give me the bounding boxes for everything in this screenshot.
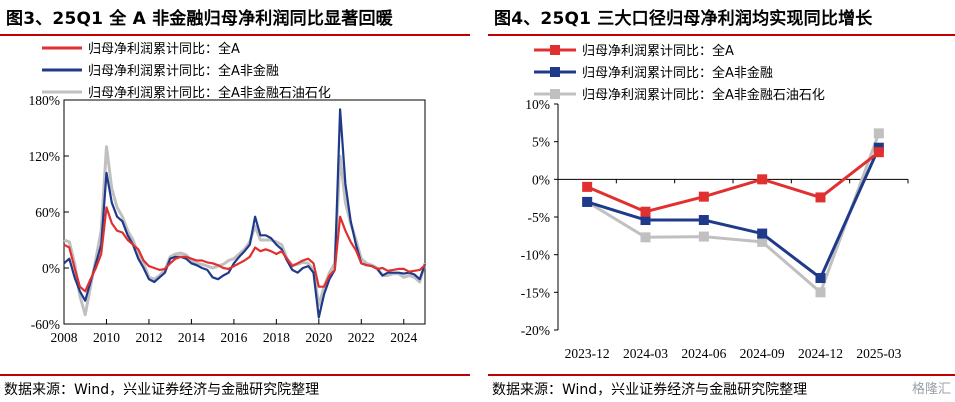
line-chart-left: 180% 120% 60% 0% -60%2008 2010 2012 2014 2016 201… [29, 41, 427, 345]
data-point [640, 232, 651, 243]
legend-marker [550, 67, 560, 77]
chart-title: 图4、25Q1 三大口径归母净利润均实现同比增长 [494, 9, 873, 29]
series-line [586, 147, 881, 281]
source-divider [0, 374, 470, 376]
legend-marker [550, 89, 560, 99]
x-tick-label: 2008 [51, 330, 78, 345]
data-point [640, 215, 651, 226]
watermark: 格隆汇 [911, 382, 951, 397]
legend-label: 归母净利润累计同比：全A非金融石油石化 [582, 87, 825, 103]
y-tick-label: -10% [521, 248, 550, 263]
x-tick-label: 2024-06 [681, 346, 726, 361]
x-tick-label: 2024-03 [623, 346, 668, 361]
legend-label: 归母净利润累计同比：全A非金融 [582, 65, 773, 81]
title-divider [488, 34, 955, 36]
data-point [815, 192, 826, 203]
source-divider [488, 374, 955, 376]
legend-label: 归母净利润累计同比：全A [88, 41, 240, 57]
data-point [815, 273, 826, 284]
x-tick-label: 2018 [263, 330, 290, 345]
y-tick-label: 120% [29, 149, 61, 164]
series-line [586, 132, 881, 295]
x-tick-label: 2023-12 [565, 346, 610, 361]
y-tick-label: 60% [35, 205, 60, 220]
chart-panel-right: 图4、25Q1 三大口径归母净利润均实现同比增长 10% 5% 0% -5% -10% -… [488, 0, 955, 402]
chart-panel-left: 图3、25Q1 全 A 非金融归母净利润同比显著回暖 180% 120% 60% 0%… [0, 0, 470, 402]
source-note: 数据来源：Wind，兴业证券经济与金融研究院整理 [4, 382, 320, 398]
x-tick-label: 2014 [178, 330, 205, 345]
x-tick-label: 2010 [93, 330, 120, 345]
y-tick-label: -5% [528, 210, 551, 225]
data-point [698, 191, 709, 202]
series-line [63, 108, 427, 319]
legend-label: 归母净利润累计同比：全A非金融 [88, 63, 279, 79]
data-point [873, 147, 884, 158]
y-tick-label: -20% [521, 323, 550, 338]
x-tick-label: 2020 [305, 330, 332, 345]
data-point [582, 196, 593, 207]
y-tick-label: 5% [532, 135, 550, 150]
data-point [757, 174, 768, 185]
line-chart-right: 10% 5% 0% -5% -10% -15% -20% 2023-12 2024-03 2024… [521, 43, 909, 361]
y-tick-label: 0% [42, 261, 60, 276]
y-tick-label: -60% [31, 317, 60, 332]
y-tick-label: 10% [525, 97, 550, 112]
title-divider [0, 34, 470, 36]
x-tick-label: 2022 [348, 330, 375, 345]
series-line [586, 151, 880, 214]
x-tick-label: 2016 [220, 330, 247, 345]
data-point [698, 215, 709, 226]
x-tick-label: 2024-09 [740, 346, 785, 361]
data-point [640, 206, 651, 217]
chart-title: 图3、25Q1 全 A 非金融归母净利润同比显著回暖 [6, 9, 393, 29]
x-tick-label: 2012 [135, 330, 162, 345]
data-point [698, 231, 709, 242]
source-note: 数据来源：Wind，兴业证券经济与金融研究院整理 [492, 382, 808, 398]
legend-marker [550, 45, 560, 55]
series-line [63, 145, 427, 317]
x-tick-label: 2024-12 [798, 346, 843, 361]
y-tick-label: 180% [29, 93, 61, 108]
data-point [757, 228, 768, 239]
data-point [582, 181, 593, 192]
y-tick-label: -15% [521, 285, 550, 300]
x-tick-label: 2024 [390, 330, 417, 345]
y-tick-label: 0% [532, 172, 550, 187]
x-tick-label: 2025-03 [856, 346, 901, 361]
series-line [63, 206, 426, 293]
legend-label: 归母净利润累计同比：全A非金融石油石化 [88, 85, 331, 101]
data-point [757, 236, 768, 247]
data-point [873, 128, 884, 139]
legend-label: 归母净利润累计同比：全A [582, 43, 734, 59]
data-point [815, 287, 826, 298]
